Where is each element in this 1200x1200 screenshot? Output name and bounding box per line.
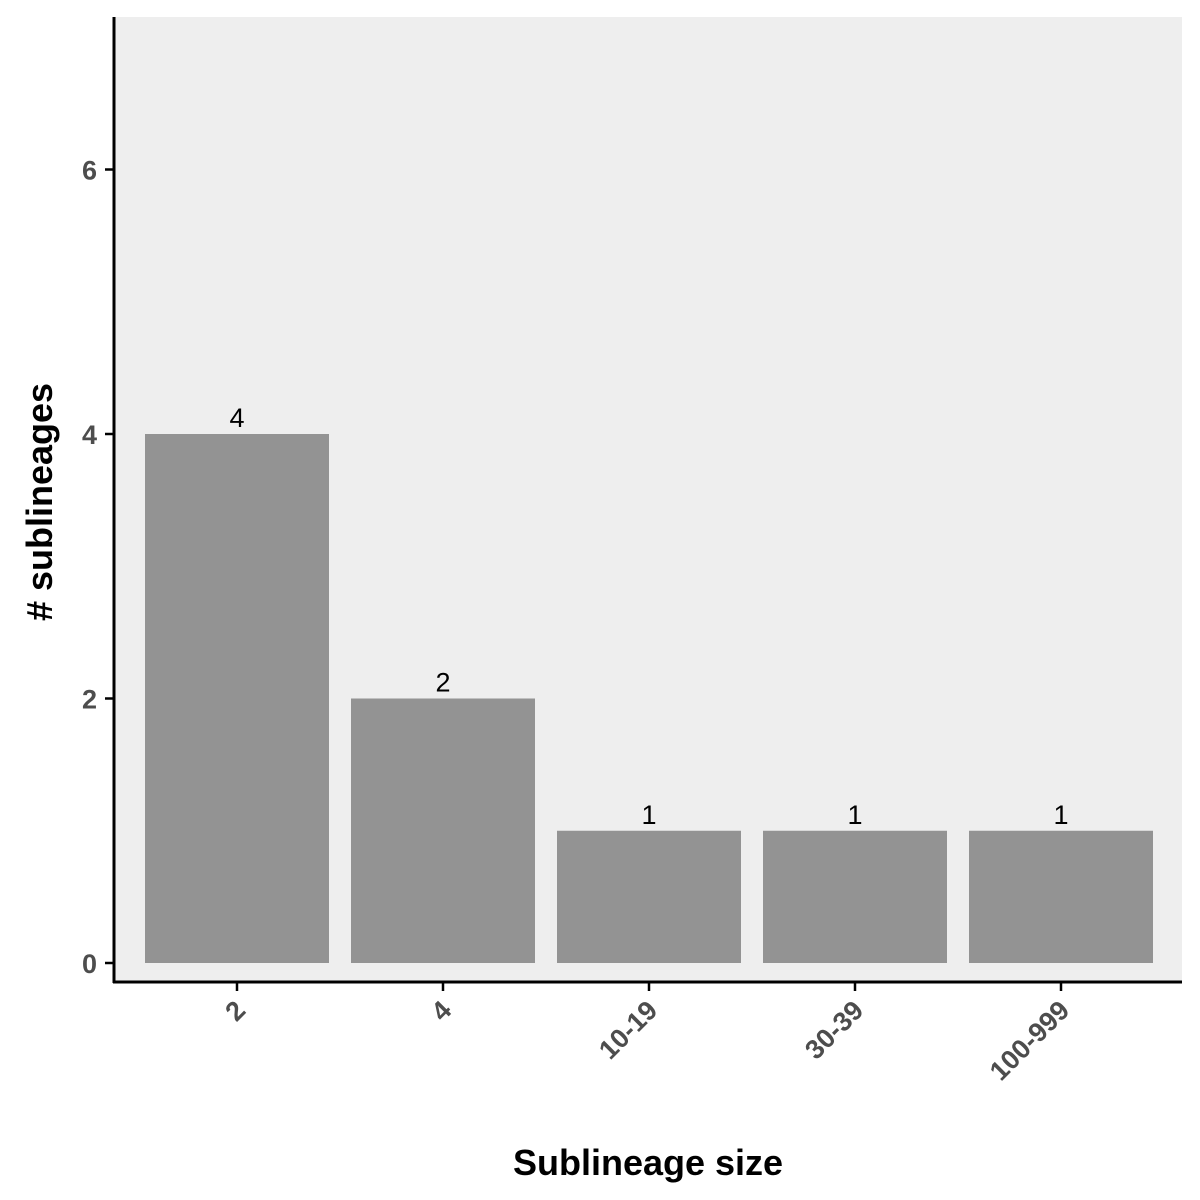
data-label-100-999: 1 — [1053, 800, 1068, 830]
y-tick-label-4: 4 — [82, 420, 97, 450]
bar-2 — [145, 434, 329, 963]
y-tick-label-2: 2 — [82, 685, 97, 715]
y-axis-title: # sublineages — [19, 383, 60, 621]
x-tick-label-100-999: 100-999 — [984, 995, 1075, 1086]
x-axis-title: Sublineage size — [513, 1142, 783, 1183]
x-axis: 2 4 10-19 30-39 100-999 — [113, 980, 1182, 1086]
bar-100-999 — [969, 830, 1153, 963]
x-tick-label-30-39: 30-39 — [799, 995, 869, 1065]
y-axis: 0 2 4 6 — [82, 17, 116, 983]
bar-30-39 — [763, 830, 947, 963]
x-tick-label-4: 4 — [425, 995, 457, 1027]
x-tick-label-10-19: 10-19 — [593, 995, 663, 1065]
bar-4 — [351, 698, 535, 963]
data-label-2: 4 — [229, 403, 244, 433]
x-tick-label-2: 2 — [219, 995, 251, 1027]
bars-group — [145, 434, 1153, 963]
bar-10-19 — [557, 830, 741, 963]
y-tick-label-6: 6 — [82, 156, 97, 186]
data-label-30-39: 1 — [847, 800, 862, 830]
y-tick-label-0: 0 — [82, 949, 97, 979]
data-label-4: 2 — [435, 668, 450, 698]
data-labels-group: 4 2 1 1 1 — [229, 403, 1068, 830]
data-label-10-19: 1 — [641, 800, 656, 830]
